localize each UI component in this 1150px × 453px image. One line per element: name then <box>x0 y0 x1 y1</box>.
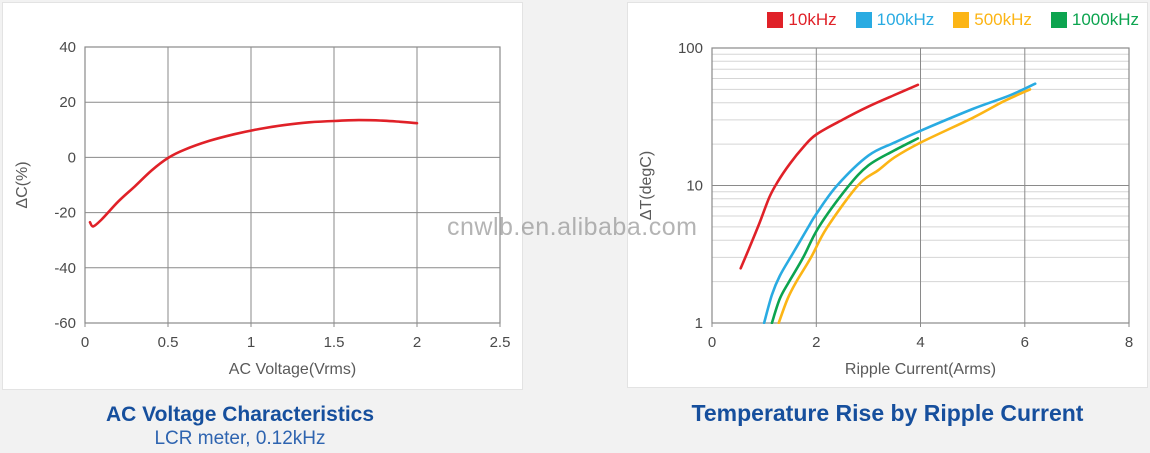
legend-label-100khz: 100kHz <box>876 10 935 29</box>
series-curves <box>88 118 419 228</box>
x-tick-label: 1 <box>247 334 255 351</box>
legend-swatch-100khz <box>855 12 872 28</box>
y-tick-label: 1 <box>695 315 703 332</box>
y-tick-label: -20 <box>54 205 76 222</box>
y-tick-label: 100 <box>678 40 703 57</box>
legend-swatch-500khz <box>953 12 970 28</box>
legend-item-100khz: 100kHz <box>855 10 935 30</box>
y-tick-label: 10 <box>686 178 703 195</box>
legend-item-1000khz: 1000kHz <box>1050 10 1139 30</box>
series-capacitance-change-line <box>88 118 419 228</box>
y-tick-label: 40 <box>59 39 76 56</box>
legend-swatch-10khz <box>767 12 784 28</box>
x-tick-label: 4 <box>916 334 924 351</box>
x-tick-label: 2 <box>812 334 820 351</box>
x-axis-title: Ripple Current(Arms) <box>845 361 996 378</box>
y-axis-title: ΔT(degC) <box>638 151 655 220</box>
legend-label-500khz: 500kHz <box>974 10 1032 29</box>
legend-label-10khz: 10kHz <box>788 10 837 29</box>
frequency-legend: 10kHz 100kHz 500kHz 1000kHz <box>767 10 1139 30</box>
legend-swatch-1000khz <box>1050 12 1067 28</box>
left-chart-caption: AC Voltage Characteristics LCR meter, 0.… <box>0 402 480 451</box>
legend-item-500khz: 500kHz <box>953 10 1032 30</box>
x-tick-label: 8 <box>1125 334 1133 351</box>
gridlines <box>712 48 1129 323</box>
axis-ticks-and-labels: 0 0.5 1 1.5 2 2.5 40 20 0 -20 -40 -60 <box>54 39 510 351</box>
legend-item-10khz: 10kHz <box>767 10 837 30</box>
left-chart-title: AC Voltage Characteristics <box>105 403 375 426</box>
x-tick-label: 1.5 <box>324 334 345 351</box>
x-tick-label: 2.5 <box>490 334 511 351</box>
temp-rise-chart-card: 0 2 4 6 8 1 10 100 Ripple Current(Arms) ΔT(degC) … <box>627 2 1148 388</box>
series-500khz-line <box>777 88 1032 324</box>
x-tick-label: 0 <box>708 334 716 351</box>
right-chart-title: Temperature Rise by Ripple Current <box>691 400 1084 426</box>
ac-voltage-chart: 0 0.5 1 1.5 2 2.5 40 20 0 -20 -40 -60 AC Voltage(Vrm… <box>14 39 510 378</box>
y-tick-label: 20 <box>59 94 76 111</box>
series-100khz-line <box>762 82 1037 324</box>
y-tick-label: -60 <box>54 315 76 332</box>
ac-voltage-chart-card: 0 0.5 1 1.5 2 2.5 40 20 0 -20 -40 -60 AC Voltage(Vrm… <box>2 2 523 390</box>
y-axis-title: ΔC(%) <box>14 161 31 208</box>
plot-border <box>84 46 501 324</box>
series-curves <box>739 82 1037 324</box>
x-tick-label: 0.5 <box>158 334 179 351</box>
gridlines <box>85 47 500 323</box>
temp-rise-chart: 0 2 4 6 8 1 10 100 Ripple Current(Arms) ΔT(degC) <box>638 40 1133 378</box>
x-tick-label: 0 <box>81 334 89 351</box>
x-axis-title: AC Voltage(Vrms) <box>229 361 356 378</box>
series-10khz-line <box>739 83 920 270</box>
series-1000khz-line <box>770 137 920 324</box>
left-chart-subtitle: LCR meter, 0.12kHz <box>154 428 326 449</box>
y-tick-label: 0 <box>68 149 76 166</box>
x-tick-label: 2 <box>413 334 421 351</box>
legend-label-1000khz: 1000kHz <box>1071 10 1139 29</box>
right-chart-caption: Temperature Rise by Ripple Current <box>627 400 1148 427</box>
axis-ticks-and-labels: 0 2 4 6 8 1 10 100 <box>678 40 1133 351</box>
y-tick-label: -40 <box>54 260 76 277</box>
x-tick-label: 6 <box>1021 334 1029 351</box>
